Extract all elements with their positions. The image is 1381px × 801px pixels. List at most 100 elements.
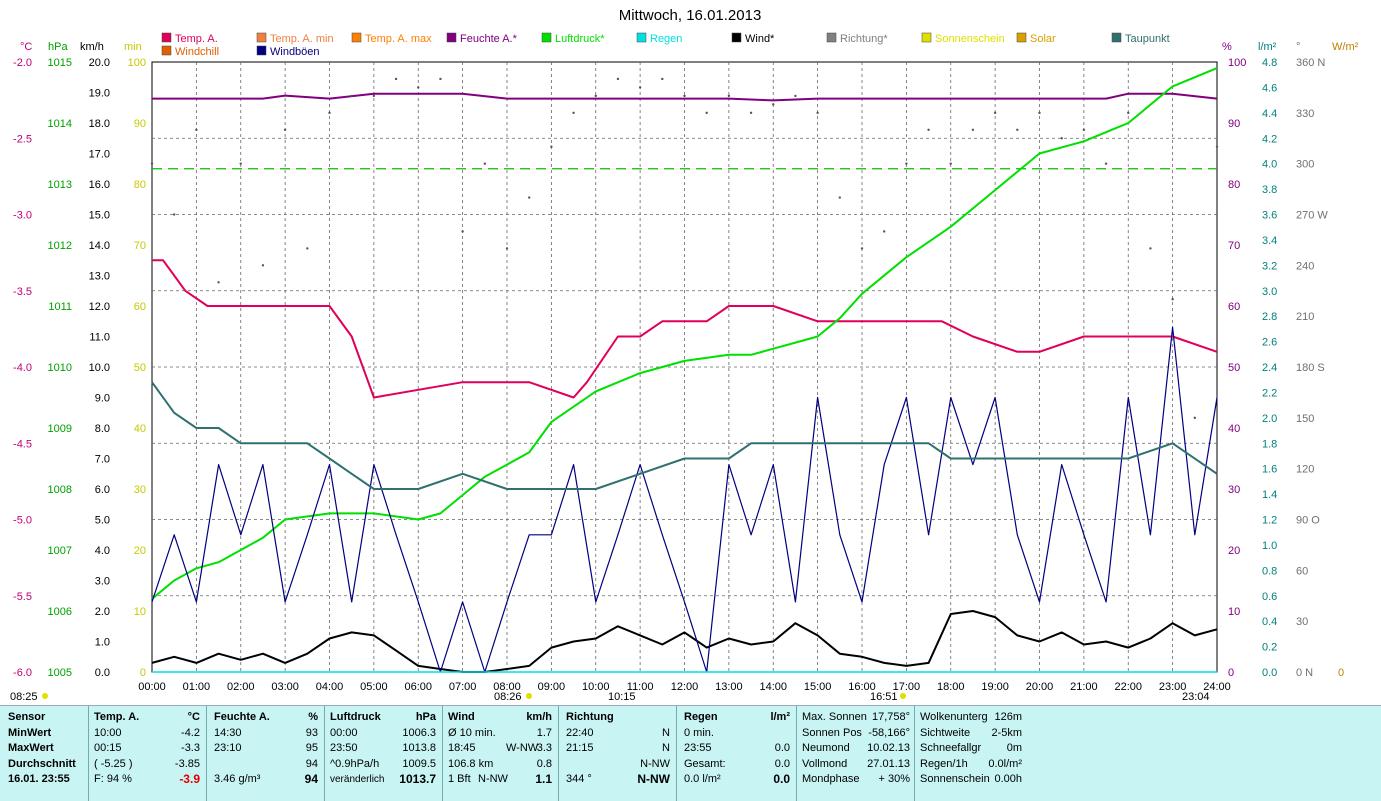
humidity-max-value: 95 [305, 742, 318, 754]
rain-axis-unit: l/m² [1258, 41, 1277, 53]
wind-tick-label: 20.0 [89, 57, 110, 69]
sunshine-axis-unit: min [124, 41, 142, 53]
pressure-header: Luftdruck [330, 711, 381, 723]
direction-point [1038, 111, 1041, 115]
divider [442, 706, 443, 801]
wind-tick-label: 2.0 [95, 606, 110, 618]
direction-point [439, 77, 442, 81]
pressure-axis-unit: hPa [48, 41, 68, 53]
temp-max-value: -3.3 [181, 742, 200, 754]
temp-tick-label: -2.5 [13, 133, 32, 145]
legend-label: Luftdruck* [555, 33, 605, 45]
temp-tick-label: -5.0 [13, 515, 32, 527]
sensor-row-current: 16.01. 23:55 [8, 773, 70, 785]
wind-current-value: 1.1 [535, 772, 552, 786]
pressure-max-value: 1013.8 [402, 742, 436, 754]
direction-point [772, 103, 775, 106]
direction-point [394, 77, 398, 81]
direction-max-time: 21:15 [566, 742, 594, 754]
sunshine-tick-label: 20 [134, 545, 146, 557]
wind-tick-label: 0.0 [95, 667, 110, 679]
x-tick-label: 21:00 [1070, 681, 1098, 693]
legend-label: Wind* [745, 33, 775, 45]
direction-point [283, 128, 287, 131]
noon-time: 10:15 [608, 691, 636, 703]
snowline-value: 0m [1006, 742, 1022, 754]
direction-point [993, 111, 997, 115]
rain-tick-label: 4.6 [1262, 82, 1277, 94]
pressure-min-time: 00:00 [330, 726, 358, 739]
wind-current-direction: N-NW [478, 773, 508, 785]
rain-tick-label: 2.0 [1262, 413, 1277, 425]
pressure-max-time: 23:50 [330, 742, 358, 754]
humidity-min-time: 14:30 [214, 726, 242, 739]
direction-point [594, 94, 597, 98]
sunshine-tick-label: 40 [134, 423, 146, 435]
sun-pos-value: -58,166° [868, 726, 910, 739]
rain-tick-label: 0.4 [1262, 616, 1277, 628]
direction-min-value: N [662, 726, 670, 739]
direction-header: Richtung [566, 711, 614, 723]
direction-tick-label: 60 [1296, 565, 1308, 577]
humidity-min-value: 93 [305, 726, 318, 739]
moonphase-label: Mondphase [802, 773, 860, 785]
sunshine-tick-label: 70 [134, 240, 146, 252]
moon-time: 23:04 [1182, 691, 1210, 703]
direction-point [971, 128, 975, 131]
rain-max-value: 0.0 [774, 742, 790, 754]
rain-amount: 0.0 l/m² [684, 773, 721, 785]
temp-tick-label: -2.0 [13, 57, 32, 69]
direction-point [749, 111, 753, 115]
rain-total-value: 0.0 [774, 757, 790, 770]
pressure-tick-label: 1009 [48, 423, 72, 435]
temp-min-value: -4.2 [181, 726, 200, 739]
direction-tick-label: 300 [1296, 159, 1314, 171]
direction-point [838, 196, 842, 199]
direction-column: Richtung 22:40 N 21:15 N N-NW 344 ° N-NW [566, 710, 670, 788]
snowline-label: Schneefallgr [920, 742, 982, 754]
rain-tick-label: 0.0 [1262, 667, 1277, 679]
fullmoon-label: Vollmond [802, 757, 848, 770]
humidity-column: Feuchte A.% 14:30 93 23:10 95 94 3.46 g/m³… [214, 710, 318, 788]
humidity-abs: 3.46 g/m³ [214, 773, 261, 785]
legend-swatch [446, 32, 457, 43]
sunset-time: 16:51 [870, 691, 898, 703]
direction-point [372, 94, 376, 98]
temp-header: Temp. A. [94, 711, 140, 723]
sun-icon [42, 693, 48, 699]
x-tick-label: 06:00 [404, 681, 432, 693]
series-line-windb-en [151, 326, 1218, 673]
direction-degrees: 344 ° [566, 773, 592, 785]
rain-tick-label: 1.4 [1262, 489, 1277, 501]
direction-point [328, 111, 331, 115]
wind-header: Wind [448, 711, 475, 723]
wind-tick-label: 19.0 [89, 88, 110, 100]
x-tick-label: 13:00 [715, 681, 743, 693]
rain-tick-label: 4.0 [1262, 159, 1277, 171]
rain-hour-label: Regen/1h [920, 757, 968, 770]
legend-swatch [1111, 32, 1122, 43]
direction-point [1104, 162, 1108, 165]
sensor-row-max: MaxWert [8, 742, 54, 754]
sunshine-tick-label: 30 [134, 484, 146, 496]
moonphase-value: + 30% [878, 773, 911, 785]
direction-min-time: 22:40 [566, 726, 594, 739]
wind-tick-label: 15.0 [89, 210, 110, 222]
series-line-wind [151, 610, 1218, 673]
rain-tick-label: 3.6 [1262, 210, 1277, 222]
pressure-tick-label: 1007 [48, 545, 72, 557]
legend-swatch [541, 32, 552, 43]
legend-swatch [921, 32, 932, 43]
humidity-tick-label: 40 [1228, 423, 1240, 435]
pressure-tick-label: 1010 [48, 362, 72, 374]
wind-avg-day: 0.8 [536, 757, 552, 770]
direction-tick-label: 270 W [1296, 210, 1328, 222]
sun-column: Max. Sonnen 17,758° Sonnen Pos -58,166° Ne… [802, 710, 910, 788]
solar-tick-label: 0 [1338, 667, 1344, 679]
rain-tick-label: 3.0 [1262, 286, 1277, 298]
wind-tick-label: 10.0 [89, 362, 110, 374]
temp-current-note: F: 94 % [94, 773, 132, 785]
visibility-label: Sichtweite [920, 726, 971, 739]
sensor-header: Sensor [8, 711, 46, 723]
legend-label: Sonnenschein [935, 33, 1005, 45]
